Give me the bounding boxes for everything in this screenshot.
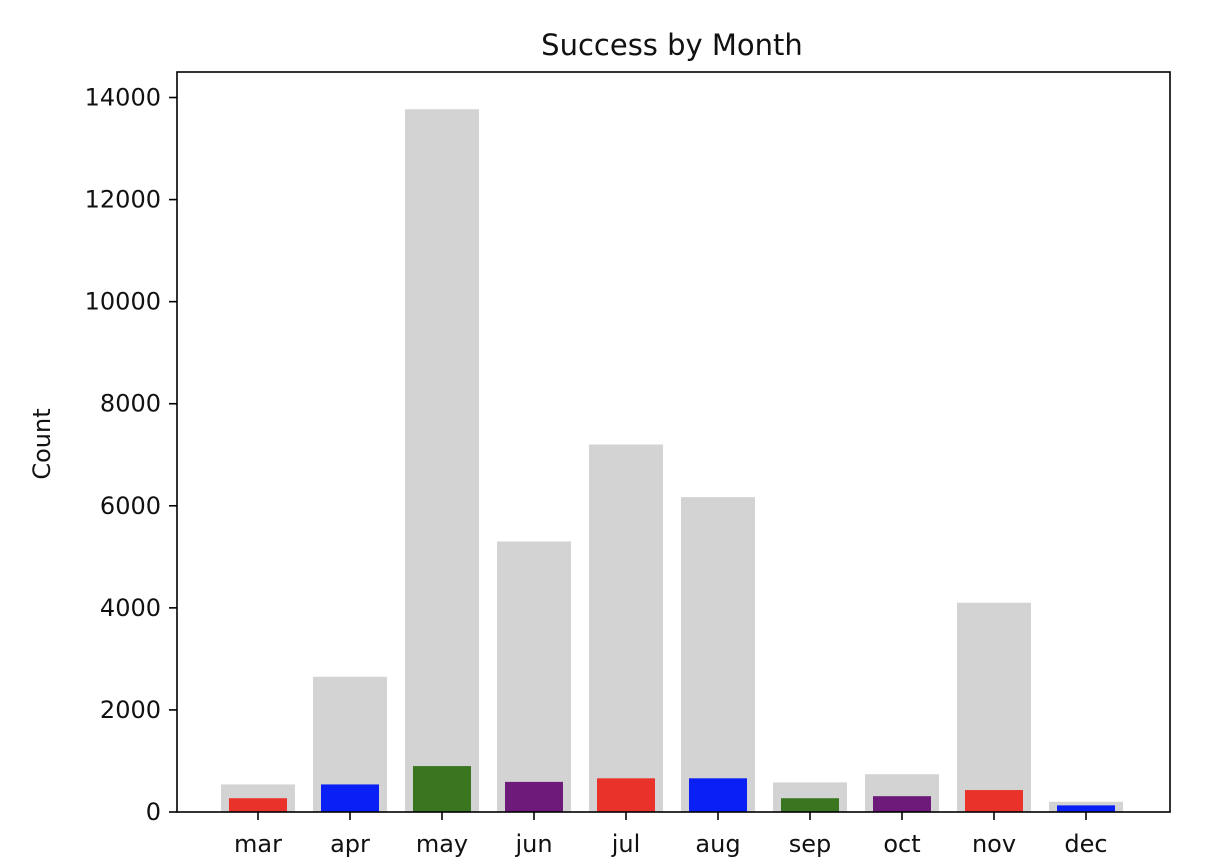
x-tick-label-dec: dec — [1064, 830, 1107, 858]
bar-success-aug — [689, 778, 747, 812]
y-tick-label: 2000 — [100, 696, 161, 724]
y-tick-label: 0 — [146, 798, 161, 826]
x-tick-label-aug: aug — [695, 830, 740, 858]
total-bars-group — [221, 109, 1123, 812]
bar-success-may — [413, 766, 471, 812]
x-tick-label-sep: sep — [789, 830, 832, 858]
bar-success-sep — [781, 798, 839, 812]
bar-success-apr — [321, 784, 379, 812]
x-tick-label-mar: mar — [234, 830, 282, 858]
bar-total-jun — [497, 541, 571, 812]
x-tick-label-nov: nov — [972, 830, 1016, 858]
x-tick-label-oct: oct — [883, 830, 920, 858]
success-bars-group — [229, 766, 1115, 812]
chart-title: Success by Month — [541, 28, 803, 62]
bar-success-jul — [597, 778, 655, 812]
y-tick-label: 12000 — [85, 186, 161, 214]
bar-total-nov — [957, 602, 1031, 812]
x-tick-label-jul: jul — [611, 830, 641, 858]
y-tick-label: 6000 — [100, 492, 161, 520]
y-axis-label: Count — [28, 408, 56, 479]
y-tick-label: 8000 — [100, 390, 161, 418]
y-axis-ticks: 0 2000 4000 6000 8000 10000 12000 14000 — [85, 84, 177, 826]
y-tick-label: 10000 — [85, 288, 161, 316]
x-tick-label-jun: jun — [514, 830, 552, 858]
plot-frame — [176, 71, 1171, 813]
x-tick-label-may: may — [416, 830, 468, 858]
bar-total-jul — [589, 444, 663, 812]
bar-total-may — [405, 109, 479, 812]
x-tick-label-apr: apr — [330, 830, 370, 858]
bar-success-mar — [229, 798, 287, 812]
bar-success-nov — [965, 790, 1023, 812]
bar-total-aug — [681, 497, 755, 812]
y-tick-label: 14000 — [85, 84, 161, 112]
bar-success-dec — [1057, 805, 1115, 812]
y-tick-label: 4000 — [100, 594, 161, 622]
x-axis-ticks: mar apr may jun jul aug sep oct nov dec — [234, 812, 1108, 858]
bar-success-oct — [873, 796, 931, 812]
bar-success-jun — [505, 781, 563, 812]
